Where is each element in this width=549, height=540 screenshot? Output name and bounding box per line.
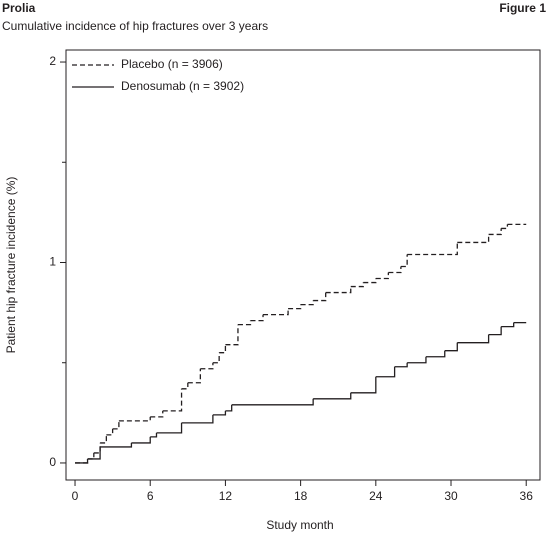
step-segment bbox=[231, 398, 314, 406]
step-segment bbox=[237, 320, 252, 326]
step-segment bbox=[150, 432, 158, 438]
y-axis-label: Patient hip fracture incidence (%) bbox=[4, 177, 18, 354]
step-segment bbox=[87, 452, 95, 460]
step-segment bbox=[212, 410, 227, 416]
x-tick-label: 6 bbox=[147, 489, 154, 503]
step-segment bbox=[181, 382, 189, 390]
step-segment bbox=[225, 404, 233, 412]
step-segment bbox=[187, 368, 202, 384]
step-segment bbox=[300, 300, 314, 306]
step-segment bbox=[313, 392, 352, 400]
step-segment bbox=[375, 272, 389, 280]
step-segment bbox=[444, 342, 458, 352]
step-segment bbox=[350, 282, 364, 288]
step-segment bbox=[313, 292, 327, 302]
step-segment bbox=[400, 254, 408, 268]
step-segment bbox=[225, 324, 239, 346]
step-segment bbox=[200, 362, 214, 370]
step-segment bbox=[325, 286, 352, 294]
x-tick-label: 36 bbox=[520, 489, 534, 503]
step-segment bbox=[488, 326, 502, 336]
step-segment bbox=[106, 428, 114, 436]
plot-frame bbox=[65, 49, 541, 481]
x-tick-label: 24 bbox=[369, 489, 383, 503]
step-segment bbox=[388, 266, 402, 274]
step-segment bbox=[263, 308, 289, 316]
step-segment bbox=[87, 446, 101, 460]
x-axis-label: Study month bbox=[266, 518, 333, 532]
step-segment bbox=[100, 434, 108, 444]
step-segment bbox=[488, 228, 502, 236]
step-segment bbox=[250, 314, 264, 322]
step-segment bbox=[100, 442, 133, 448]
step-segment bbox=[156, 422, 183, 434]
step-segment bbox=[112, 420, 120, 430]
legend-label: Placebo (n = 3906) bbox=[121, 57, 223, 71]
step-segment bbox=[394, 362, 408, 368]
step-segment bbox=[212, 352, 220, 364]
step-segment bbox=[288, 304, 302, 310]
step-segment bbox=[375, 366, 396, 378]
step-segment bbox=[457, 234, 490, 244]
step-segment bbox=[181, 414, 214, 424]
step-segment bbox=[407, 242, 458, 256]
step-segment bbox=[93, 442, 101, 454]
step-segment bbox=[75, 458, 89, 464]
step-segment bbox=[425, 350, 446, 358]
step-segment bbox=[350, 376, 377, 394]
step-segment bbox=[501, 322, 515, 328]
step-segment bbox=[131, 436, 151, 444]
x-tick-label: 30 bbox=[444, 489, 458, 503]
legend-label: Denosumab (n = 3902) bbox=[121, 79, 244, 93]
step-segment bbox=[118, 416, 151, 422]
chart-subtitle: Cumulative incidence of hip fractures ov… bbox=[2, 19, 268, 33]
figure-label: Figure 1 bbox=[499, 1, 546, 15]
x-tick-label: 0 bbox=[72, 489, 79, 503]
x-tick-label: 12 bbox=[219, 489, 233, 503]
step-segment bbox=[363, 278, 377, 284]
step-segment bbox=[501, 224, 509, 230]
page-title: Prolia bbox=[2, 1, 36, 15]
y-tick-label: 0 bbox=[49, 455, 56, 469]
y-tick-label: 2 bbox=[49, 54, 56, 68]
step-segment bbox=[407, 356, 427, 364]
step-segment bbox=[219, 344, 227, 354]
y-tick-label: 1 bbox=[49, 255, 56, 269]
step-segment bbox=[162, 388, 183, 412]
step-segment bbox=[150, 410, 164, 418]
step-segment bbox=[457, 334, 490, 344]
x-tick-label: 18 bbox=[294, 489, 308, 503]
